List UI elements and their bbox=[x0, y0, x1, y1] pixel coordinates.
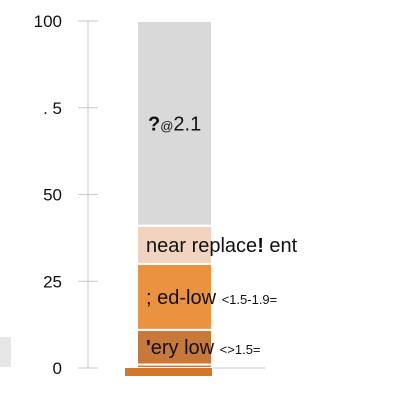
y-tick-labels: 0 25 50 . 5 100 bbox=[34, 12, 62, 378]
y-tick-label: 0 bbox=[53, 359, 62, 378]
segment-label: ; ed-low <1.5-1.9= bbox=[146, 287, 277, 309]
y-tick-label: 25 bbox=[43, 272, 62, 291]
stacked-bar bbox=[0, 20, 213, 376]
bar-segment bbox=[136, 262, 213, 331]
y-tick-label: 100 bbox=[34, 12, 62, 31]
neighbor-bar bbox=[0, 335, 13, 369]
bar-base-stub bbox=[125, 368, 212, 376]
bar-segment bbox=[136, 20, 213, 227]
y-tick-label: 50 bbox=[43, 186, 62, 205]
y-tick-label: . 5 bbox=[43, 99, 62, 118]
segment-label: near replace! ent bbox=[146, 235, 298, 257]
segment-labels: 'ery low <>1.5= ; ed-low <1.5-1.9= near re… bbox=[146, 113, 298, 359]
segment-label: 'ery low <>1.5= bbox=[146, 337, 261, 359]
segment-label: ?@2.1 bbox=[148, 113, 201, 135]
